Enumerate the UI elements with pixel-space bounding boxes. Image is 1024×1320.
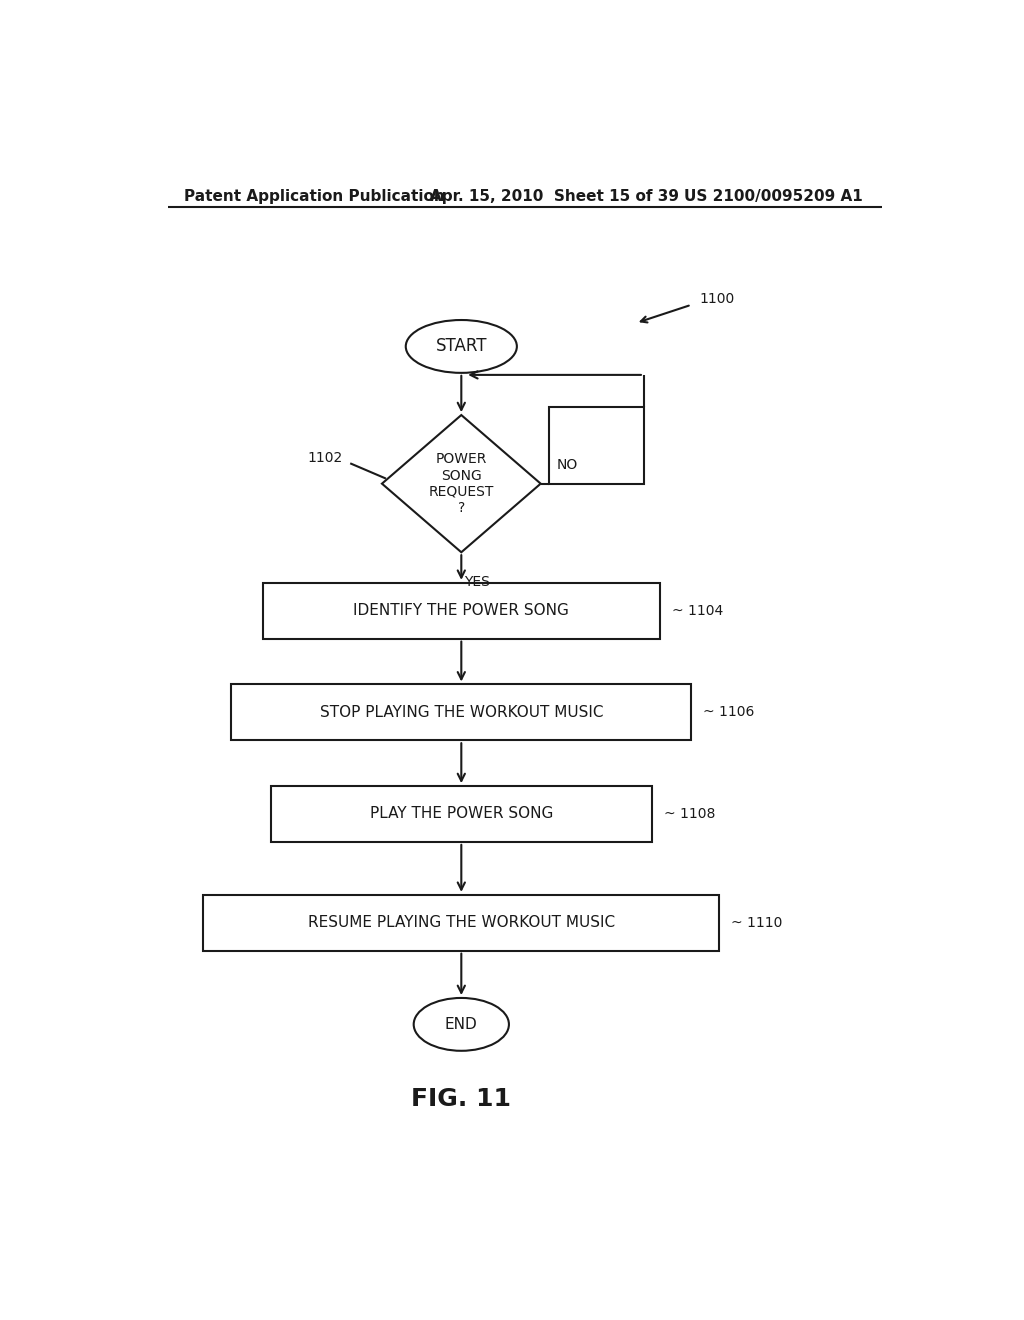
Text: 1102: 1102 [307,451,342,465]
Text: STOP PLAYING THE WORKOUT MUSIC: STOP PLAYING THE WORKOUT MUSIC [319,705,603,719]
Bar [549,408,644,483]
Text: START: START [435,338,487,355]
Text: ~ 1108: ~ 1108 [664,807,715,821]
Text: YES: YES [464,574,490,589]
Text: ~ 1104: ~ 1104 [672,603,723,618]
Text: END: END [445,1016,477,1032]
Text: ~ 1106: ~ 1106 [703,705,755,719]
Bar [204,895,719,950]
Text: POWER
SONG
REQUEST
?: POWER SONG REQUEST ? [429,453,494,515]
Text: FIG. 11: FIG. 11 [412,1086,511,1110]
Text: 1100: 1100 [699,292,734,306]
Bar [263,582,659,639]
Text: Apr. 15, 2010  Sheet 15 of 39: Apr. 15, 2010 Sheet 15 of 39 [430,189,679,203]
Text: PLAY THE POWER SONG: PLAY THE POWER SONG [370,807,553,821]
Text: IDENTIFY THE POWER SONG: IDENTIFY THE POWER SONG [353,603,569,618]
Bar [270,785,651,842]
Text: ~ 1110: ~ 1110 [731,916,782,929]
Text: NO: NO [557,458,578,473]
Text: US 2100/0095209 A1: US 2100/0095209 A1 [684,189,862,203]
Text: Patent Application Publication: Patent Application Publication [183,189,444,203]
Text: RESUME PLAYING THE WORKOUT MUSIC: RESUME PLAYING THE WORKOUT MUSIC [308,915,614,931]
Bar [231,684,691,741]
